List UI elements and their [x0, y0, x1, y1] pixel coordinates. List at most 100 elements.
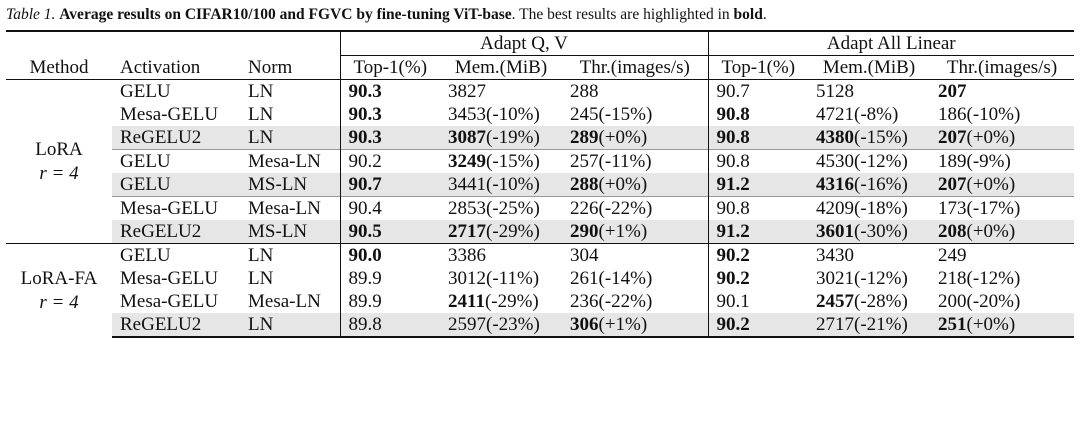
- value-qv-top1: 90.2: [348, 151, 382, 172]
- cell-al-thr: 186(-10%): [930, 103, 1074, 126]
- delta-al-mem-pct: (-8%): [854, 104, 899, 125]
- cell-qv-thr: 306(+1%): [562, 313, 709, 338]
- cell-al-top1: 90.8: [707, 149, 809, 173]
- value-al-mem: 3601: [816, 221, 855, 242]
- activation-cell: Mesa-GELU: [120, 104, 219, 125]
- value-qv-top1: 89.9: [348, 268, 382, 289]
- value-qv-top1: 90.4: [348, 198, 382, 219]
- cell-al-top1: 91.2: [707, 220, 809, 244]
- header-group-adapt-all-linear-label: Adapt All Linear: [826, 33, 956, 54]
- cell-qv-top1: 89.8: [339, 313, 440, 338]
- cell-qv-top1: 90.4: [339, 196, 440, 220]
- value-qv-thr: 290: [570, 221, 599, 242]
- cell-al-thr: 207(+0%): [930, 126, 1075, 150]
- norm-cell: LN: [240, 79, 340, 103]
- value-qv-thr: 261: [570, 268, 599, 289]
- delta-qv-mem-pct: (-25%): [486, 198, 540, 219]
- delta-al-thr-pct: (+0%): [966, 314, 1016, 335]
- delta-qv-thr-pct: (+0%): [598, 127, 648, 148]
- header-group-adapt-all-linear: Adapt All Linear: [707, 30, 1075, 56]
- value-qv-mem: 3087: [448, 127, 486, 148]
- header-activation: Activation: [120, 56, 201, 78]
- cell-al-thr: 207(+0%): [930, 173, 1075, 197]
- value-qv-top1: 90.3: [348, 104, 382, 125]
- cell-qv-mem: 2411(-29%): [440, 290, 562, 313]
- cell-al-thr: 189(-9%): [930, 149, 1075, 173]
- value-al-mem: 4316: [816, 174, 855, 195]
- value-qv-mem: 2411: [448, 291, 485, 312]
- value-qv-thr: 288: [570, 174, 599, 195]
- value-al-mem: 2457: [816, 291, 855, 312]
- activation-cell: GELU: [112, 243, 240, 267]
- norm-cell: LN: [248, 268, 274, 289]
- value-qv-top1: 89.8: [348, 314, 382, 335]
- cell-al-top1: 90.2: [707, 243, 809, 267]
- value-qv-mem: 3012: [448, 268, 486, 289]
- value-qv-thr: 306: [570, 314, 599, 335]
- norm-cell: LN: [248, 104, 274, 125]
- header-method: Method: [29, 56, 89, 78]
- delta-qv-thr-pct: (+0%): [598, 174, 648, 195]
- cell-al-thr: 207: [930, 79, 1075, 103]
- cell-al-top1: 90.8: [707, 103, 809, 126]
- cell-al-thr: 218(-12%): [930, 267, 1074, 290]
- value-qv-mem: 3386: [448, 245, 486, 266]
- value-al-thr: 208: [938, 221, 967, 242]
- cell-qv-mem: 3087(-19%): [440, 126, 562, 150]
- header-al-thr: Thr.(images/s): [930, 55, 1075, 80]
- activation-cell: ReGELU2: [112, 313, 240, 338]
- cell-al-top1: 90.8: [707, 126, 809, 150]
- delta-qv-thr-pct: (-11%): [598, 151, 652, 172]
- cell-qv-mem: 3386: [440, 243, 562, 267]
- cell-al-mem: 4380(-15%): [808, 126, 931, 150]
- method-name: LoRA: [35, 138, 83, 160]
- delta-qv-mem-pct: (-23%): [486, 314, 540, 335]
- header-al-top1: Top-1(%): [707, 55, 809, 80]
- cell-al-thr: 173(-17%): [930, 196, 1075, 220]
- delta-al-mem-pct: (-16%): [854, 174, 908, 195]
- header-blank: [112, 30, 240, 56]
- delta-qv-thr-pct: (-22%): [598, 198, 653, 219]
- delta-al-thr-pct: (-20%): [966, 291, 1021, 312]
- value-al-thr: 251: [938, 314, 967, 335]
- delta-qv-mem-pct: (-19%): [486, 127, 540, 148]
- value-al-top1: 91.2: [716, 174, 750, 195]
- norm-cell: Mesa-LN: [240, 196, 340, 220]
- delta-al-mem-pct: (-18%): [854, 198, 908, 219]
- delta-al-thr-pct: (+0%): [966, 174, 1016, 195]
- method-name: LoRA-FA: [20, 267, 98, 289]
- norm-cell: Mesa-LN: [240, 149, 340, 173]
- table-row: Mesa-GELU Mesa-LN 90.4 2853(-25%) 226(-22%) 9…: [6, 196, 1075, 220]
- value-qv-thr: 289: [570, 127, 599, 148]
- header-norm: Norm: [248, 56, 293, 78]
- cell-al-mem: 4209(-18%): [808, 196, 931, 220]
- norm-cell: LN: [240, 243, 340, 267]
- delta-al-thr-pct: (-10%): [966, 104, 1021, 125]
- value-qv-thr: 226: [570, 198, 599, 219]
- cell-al-mem: 5128: [808, 79, 931, 103]
- cell-al-top1: 90.1: [707, 290, 809, 313]
- value-al-thr: 207: [938, 81, 967, 102]
- cell-qv-thr: 236(-22%): [562, 290, 708, 313]
- value-qv-mem: 2597: [448, 314, 486, 335]
- cell-qv-top1: 90.3: [339, 103, 440, 126]
- cell-qv-top1: 90.0: [339, 243, 440, 267]
- value-qv-top1: 90.5: [348, 221, 382, 242]
- cell-qv-thr: 304: [562, 243, 709, 267]
- header-group-adapt-qv-label: Adapt Q, V: [480, 33, 568, 54]
- caption-label: Table 1.: [6, 6, 56, 23]
- cell-qv-mem: 3441(-10%): [440, 173, 562, 197]
- cell-al-mem: 4530(-12%): [808, 149, 931, 173]
- table-row: Mesa-GELU LN 90.3 3453(-10%) 245(-15%) 90.8 47…: [6, 103, 1074, 126]
- table-row: LoRA-FA r = 4 GELU LN 90.0 3386 304 90.2 3430 249: [6, 243, 1075, 337]
- activation-cell: Mesa-GELU: [120, 268, 219, 289]
- header-group-row: Adapt Q, V Adapt All Linear: [6, 30, 1075, 56]
- header-qv-mem: Mem.(MiB): [440, 55, 562, 80]
- cell-al-top1: 90.2: [707, 313, 809, 338]
- delta-qv-thr-pct: (+1%): [598, 314, 648, 335]
- delta-qv-mem-pct: (-10%): [486, 104, 540, 125]
- cell-al-thr: 200(-20%): [930, 290, 1074, 313]
- method-rank: r = 4: [39, 291, 79, 313]
- delta-al-mem-pct: (-12%): [854, 151, 908, 172]
- cell-al-mem: 4316(-16%): [808, 173, 931, 197]
